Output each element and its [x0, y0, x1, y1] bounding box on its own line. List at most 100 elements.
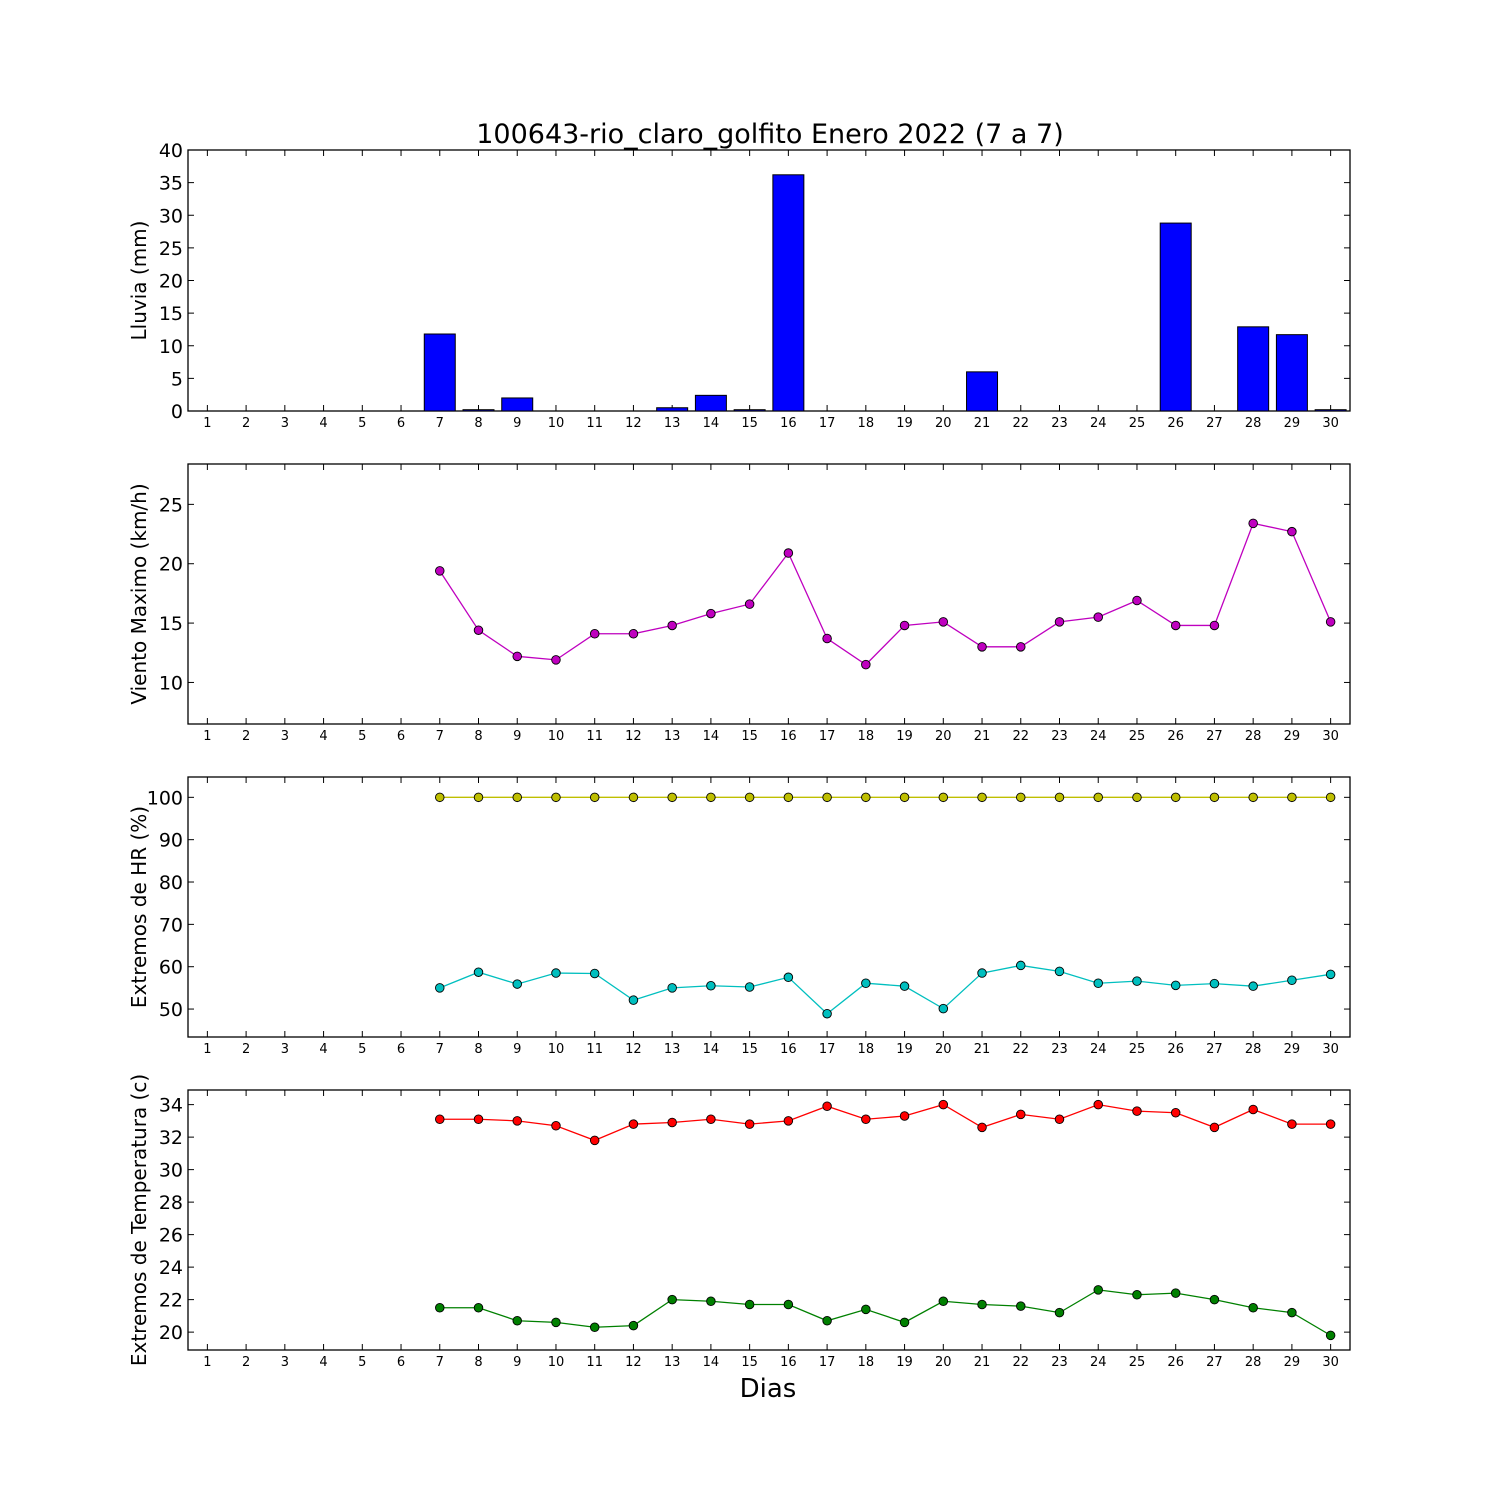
x-tick-label: 3	[281, 416, 289, 431]
data-point	[1248, 518, 1258, 529]
axes-frame	[187, 463, 1351, 725]
x-axis-label: Dias	[740, 1374, 797, 1404]
x-tick-label: 24	[1090, 416, 1107, 431]
data-point	[861, 792, 871, 803]
x-tick-label: 30	[1322, 1042, 1339, 1057]
x-tick-label: 7	[436, 416, 444, 431]
data-point	[1016, 960, 1026, 971]
data-point	[861, 1114, 871, 1124]
x-tick-label: 20	[935, 729, 952, 744]
y-tick-label: 20	[159, 1322, 183, 1344]
series-line-1	[439, 1103, 1331, 1142]
data-point	[899, 1317, 910, 1328]
bar-day-16	[772, 174, 805, 412]
bar-day-7	[423, 333, 456, 412]
data-point	[1209, 978, 1220, 989]
x-tick-label: 22	[1012, 1355, 1029, 1370]
y-tick-label: 25	[159, 238, 183, 260]
x-tick-label: 18	[858, 416, 875, 431]
y-tick-label: 25	[159, 494, 183, 516]
data-point	[628, 792, 639, 803]
y-tick-label: 28	[159, 1192, 183, 1214]
data-point	[1054, 617, 1065, 627]
x-tick-label: 15	[741, 729, 758, 744]
x-tick-label: 29	[1284, 729, 1301, 744]
y-tick-label: 34	[159, 1095, 183, 1117]
data-point	[899, 981, 910, 991]
x-tick-label: 20	[935, 1042, 952, 1057]
data-point	[551, 792, 561, 803]
data-point	[1132, 595, 1142, 606]
x-tick-label: 26	[1167, 1042, 1184, 1057]
x-tick-label: 4	[319, 1355, 327, 1370]
x-tick-label: 25	[1129, 416, 1146, 431]
data-point	[667, 1294, 677, 1305]
data-point	[1170, 792, 1181, 803]
data-point	[667, 792, 677, 803]
data-point	[899, 792, 910, 803]
y-tick-label: 10	[159, 336, 183, 358]
x-tick-label: 29	[1284, 1042, 1301, 1057]
x-tick-label: 13	[664, 416, 681, 431]
data-point	[1170, 1288, 1181, 1298]
data-point	[435, 983, 445, 993]
y-tick-label: 20	[159, 271, 183, 293]
x-tick-label: 17	[819, 1042, 836, 1057]
data-point	[783, 972, 794, 983]
data-point	[744, 1119, 755, 1129]
x-tick-label: 26	[1167, 416, 1184, 431]
x-tick-label: 8	[474, 416, 482, 431]
data-point	[473, 967, 484, 977]
y-tick-label: 100	[147, 787, 183, 809]
x-tick-label: 20	[935, 416, 952, 431]
data-point	[473, 792, 484, 803]
data-point	[628, 995, 639, 1005]
data-point	[861, 659, 871, 670]
x-tick-label: 5	[358, 1042, 366, 1057]
x-tick-label: 27	[1206, 729, 1223, 744]
data-point	[1209, 620, 1220, 631]
data-point	[1209, 792, 1220, 803]
x-tick-label: 29	[1284, 1355, 1301, 1370]
data-point	[706, 1114, 716, 1124]
y-tick-label: 50	[159, 999, 183, 1021]
data-point	[783, 1299, 794, 1310]
x-tick-label: 7	[436, 1042, 444, 1057]
data-point	[1287, 1119, 1297, 1129]
x-tick-label: 16	[780, 729, 797, 744]
data-point	[1170, 1107, 1181, 1118]
data-point	[822, 1008, 832, 1019]
data-point	[1016, 1109, 1026, 1120]
x-tick-label: 4	[319, 1042, 327, 1057]
x-tick-label: 28	[1245, 416, 1262, 431]
x-tick-label: 19	[896, 1042, 913, 1057]
bar-day-8	[462, 409, 495, 412]
x-tick-label: 30	[1322, 729, 1339, 744]
data-point	[938, 792, 949, 803]
data-point	[1054, 1114, 1065, 1124]
data-point	[589, 968, 600, 979]
x-tick-label: 8	[474, 1042, 482, 1057]
x-tick-label: 2	[242, 416, 250, 431]
data-point	[1248, 1302, 1258, 1313]
x-tick-label: 22	[1012, 1042, 1029, 1057]
bar-day-29	[1275, 334, 1308, 412]
x-tick-label: 13	[664, 1355, 681, 1370]
x-tick-label: 16	[780, 1355, 797, 1370]
data-point	[977, 968, 987, 978]
data-point	[473, 1114, 484, 1124]
y-tick-label: 30	[159, 1160, 183, 1182]
bar-day-14	[694, 394, 727, 412]
data-point	[512, 651, 522, 662]
data-point	[1054, 792, 1065, 803]
x-tick-label: 24	[1090, 1042, 1107, 1057]
x-tick-label: 27	[1206, 1355, 1223, 1370]
x-tick-label: 1	[203, 729, 211, 744]
axes-frame	[187, 1089, 1351, 1351]
bar-day-13	[656, 407, 689, 412]
x-tick-label: 29	[1284, 416, 1301, 431]
series-line-2	[439, 1289, 1331, 1336]
data-point	[899, 1111, 910, 1121]
data-point	[1054, 966, 1065, 977]
